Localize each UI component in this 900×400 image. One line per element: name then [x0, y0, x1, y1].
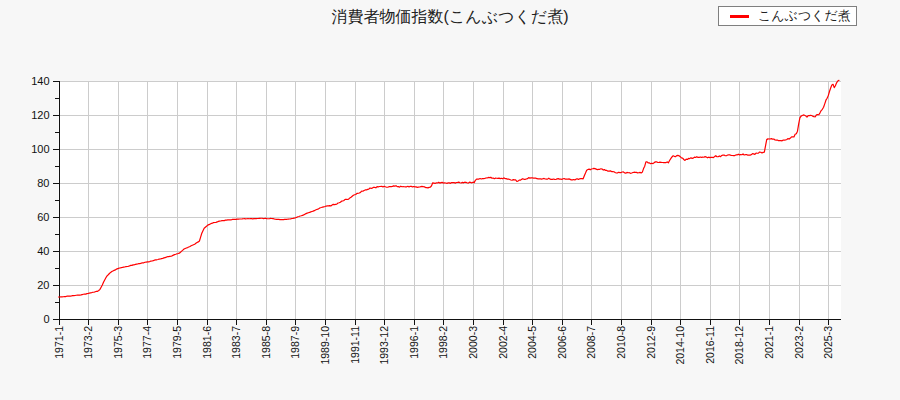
x-tick-label: 1983-7 — [230, 326, 242, 359]
x-tick-label: 1979-5 — [171, 326, 183, 359]
x-tick-label: 1975-3 — [112, 326, 124, 359]
y-tick-label: 140 — [31, 75, 49, 87]
x-tick-label: 2008-7 — [585, 326, 597, 359]
x-tick-label: 1993-12 — [378, 326, 390, 365]
x-tick-label: 1998-2 — [437, 326, 449, 359]
plot-svg: 0 20 40 60 80 100 120 140 1971-1 1973-2 1975-3 1977… — [0, 0, 900, 400]
x-tick-label: 1981-6 — [201, 326, 213, 359]
x-tick-label: 2004-5 — [526, 326, 538, 359]
x-tick-label: 1977-4 — [141, 326, 153, 359]
x-tick-label: 2002-4 — [497, 326, 509, 359]
x-tick-label: 2016-11 — [704, 326, 716, 364]
x-tick-label: 2000-3 — [467, 326, 479, 359]
x-tick-label: 2014-10 — [674, 326, 686, 365]
x-tick-label: 2010-8 — [615, 326, 627, 359]
y-tick-label: 100 — [31, 143, 49, 155]
chart-container: 消費者物価指数(こんぶつくだ煮) こんぶつくだ煮 020406080100120… — [0, 0, 900, 400]
x-tick-label: 2023-2 — [793, 326, 805, 359]
plot-area — [59, 81, 842, 319]
x-tick-label: 1971-1 — [53, 326, 65, 359]
x-tick-label: 2006-6 — [556, 326, 568, 359]
x-tick-label: 2012-9 — [645, 326, 657, 359]
x-tick-label: 2018-12 — [733, 326, 745, 365]
y-tick-label: 0 — [43, 313, 49, 325]
y-tick-label: 40 — [37, 245, 49, 257]
x-tick-label: 2025-3 — [822, 326, 834, 359]
y-tick-label: 60 — [37, 211, 49, 223]
x-tick-label: 2021-1 — [763, 326, 775, 359]
x-tick-label: 1973-2 — [82, 326, 94, 359]
y-tick-label: 120 — [31, 109, 49, 121]
x-tick-label: 1989-10 — [319, 326, 331, 365]
x-tick-label: 1996-1 — [408, 326, 420, 359]
x-tick-label: 1987-9 — [289, 326, 301, 359]
y-tick-label: 80 — [37, 177, 49, 189]
x-tick-label: 1985-8 — [260, 326, 272, 359]
y-tick-label: 20 — [37, 279, 49, 291]
x-tick-label: 1991-11 — [349, 326, 361, 364]
